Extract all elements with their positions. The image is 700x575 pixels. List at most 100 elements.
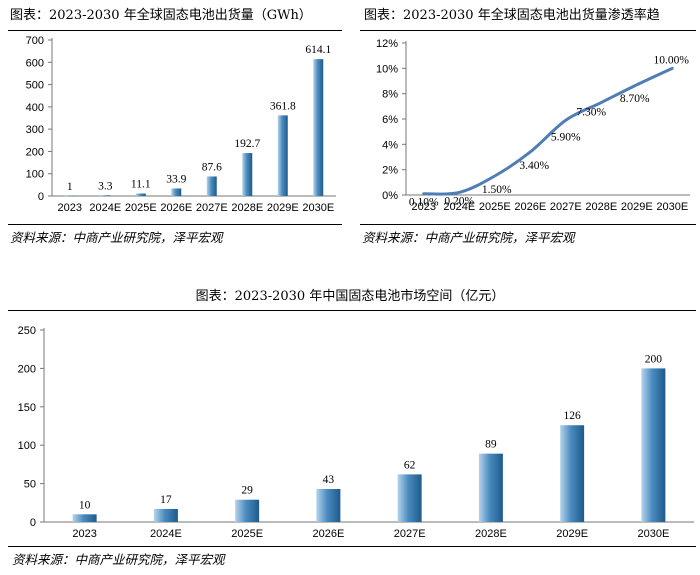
y-tick-label: 300 bbox=[26, 124, 44, 136]
y-tick-label: 200 bbox=[26, 146, 44, 158]
source-rule bbox=[8, 224, 342, 225]
y-tick-label: 4% bbox=[382, 139, 398, 151]
y-tick-label: 12% bbox=[376, 38, 398, 50]
title-rule bbox=[360, 30, 696, 31]
source-rule bbox=[360, 224, 696, 225]
data-label: 1.50% bbox=[482, 184, 512, 196]
bar-2023 bbox=[64, 195, 75, 197]
data-label: 192.7 bbox=[234, 138, 260, 150]
data-label: 200 bbox=[645, 353, 663, 365]
x-tick-label: 2027E bbox=[394, 528, 426, 540]
bar-2025E bbox=[235, 499, 260, 522]
bar-2027E bbox=[206, 176, 217, 196]
x-tick-label: 2024E bbox=[443, 201, 475, 213]
data-label: 1 bbox=[67, 181, 73, 193]
y-tick-label: 0% bbox=[382, 190, 398, 202]
data-label: 0.20% bbox=[444, 195, 474, 207]
data-label: 3.3 bbox=[98, 180, 113, 192]
data-label: 8.70% bbox=[620, 93, 650, 105]
x-tick-label: 2029E bbox=[621, 201, 653, 213]
data-label: 17 bbox=[160, 494, 172, 506]
y-tick-label: 10% bbox=[376, 63, 398, 75]
y-tick-label: 8% bbox=[382, 89, 398, 101]
bar-2024E bbox=[100, 195, 111, 196]
y-tick-label: 250 bbox=[18, 325, 36, 337]
data-label: 5.90% bbox=[551, 131, 581, 143]
title-rule bbox=[8, 310, 696, 311]
x-tick-label: 2029E bbox=[556, 528, 588, 540]
bar-2026E bbox=[316, 488, 341, 522]
chart-panel-penetration-rate: 图表：2023-2030 年全球固态电池出货量渗透率趋 0% 2% 4% 6% 8% 10… bbox=[360, 4, 696, 254]
source-rule bbox=[8, 546, 696, 547]
data-label: 10.00% bbox=[654, 54, 690, 66]
data-label: 361.8 bbox=[270, 100, 296, 112]
x-tick-label: 2028E bbox=[231, 202, 263, 214]
x-tick-label: 2023 bbox=[58, 202, 82, 214]
bar-2024E bbox=[153, 508, 178, 522]
x-tick-label: 2026E bbox=[312, 528, 344, 540]
bar-2028E bbox=[242, 153, 253, 196]
chart-title: 图表：2023-2030 年全球固态电池出货量（GWh） bbox=[10, 8, 312, 23]
x-tick-label: 2024E bbox=[89, 202, 121, 214]
data-label: 43 bbox=[323, 474, 335, 486]
x-tick-label: 2030E bbox=[637, 528, 669, 540]
x-tick-label: 2025E bbox=[231, 528, 263, 540]
chart-title: 图表：2023-2030 年全球固态电池出货量渗透率趋 bbox=[364, 8, 660, 23]
data-label: 10 bbox=[79, 499, 91, 511]
bar-2029E bbox=[560, 425, 585, 522]
data-label: 11.1 bbox=[131, 179, 151, 191]
x-tick-label: 2027E bbox=[196, 202, 228, 214]
x-tick-label: 2023 bbox=[72, 528, 96, 540]
bar-2029E bbox=[277, 115, 288, 196]
bar-2027E bbox=[397, 474, 422, 522]
source-note: 资料来源：中商产业研究院，泽平宏观 bbox=[362, 230, 575, 245]
x-tick-label: 2029E bbox=[267, 202, 299, 214]
x-tick-label: 2030E bbox=[656, 201, 688, 213]
data-label: 0.10% bbox=[409, 197, 439, 209]
x-tick-label: 2030E bbox=[302, 202, 334, 214]
bar-2026E bbox=[171, 188, 182, 196]
data-label: 62 bbox=[404, 459, 416, 471]
y-tick-label: 50 bbox=[24, 479, 36, 491]
data-label: 3.40% bbox=[519, 160, 549, 172]
x-tick-label: 2023 bbox=[412, 201, 436, 213]
data-label: 29 bbox=[241, 485, 253, 497]
x-tick-label: 2026E bbox=[160, 202, 192, 214]
chart-title: 图表：2023-2030 年中国固态电池市场空间（亿元） bbox=[195, 289, 505, 304]
data-label: 7.30% bbox=[576, 107, 606, 119]
series-line bbox=[422, 66, 674, 196]
y-tick-label: 100 bbox=[26, 169, 44, 181]
bar-2025E bbox=[135, 193, 146, 196]
y-tick-label: 0 bbox=[38, 191, 44, 203]
y-tick-label: 500 bbox=[26, 80, 44, 92]
data-label: 614.1 bbox=[305, 44, 331, 56]
bar-2030E bbox=[313, 59, 324, 196]
data-label: 126 bbox=[564, 410, 582, 422]
bar-2028E bbox=[478, 453, 503, 522]
x-tick-label: 2027E bbox=[550, 201, 582, 213]
y-tick-label: 0 bbox=[30, 517, 36, 529]
bar-2023 bbox=[72, 514, 97, 522]
bar-2030E bbox=[641, 368, 666, 522]
x-tick-label: 2026E bbox=[514, 201, 546, 213]
x-tick-label: 2028E bbox=[475, 528, 507, 540]
y-tick-label: 700 bbox=[26, 35, 44, 47]
y-tick-label: 6% bbox=[382, 114, 398, 126]
y-tick-label: 2% bbox=[382, 165, 398, 177]
data-label: 87.6 bbox=[202, 161, 222, 173]
data-label: 89 bbox=[485, 439, 497, 451]
chart-panel-global-shipments: 图表：2023-2030 年全球固态电池出货量（GWh） 0 100 200 300 4… bbox=[8, 4, 342, 254]
bar-chart-global-shipments: 0 100 200 300 400 500 600 700 1 2023 3.3 2024E 11.1 2… bbox=[26, 35, 336, 214]
y-tick-label: 100 bbox=[18, 440, 36, 452]
y-tick-label: 400 bbox=[26, 102, 44, 114]
chart-panel-china-market: 图表：2023-2030 年中国固态电池市场空间（亿元） 0 50 100 150 20… bbox=[0, 284, 700, 575]
y-tick-label: 200 bbox=[18, 363, 36, 375]
source-note: 资料来源：中商产业研究院，泽平宏观 bbox=[12, 552, 225, 567]
y-tick-label: 600 bbox=[26, 57, 44, 69]
source-note: 资料来源：中商产业研究院，泽平宏观 bbox=[10, 230, 223, 245]
line-chart-penetration-rate: 0% 2% 4% 6% 8% 10% 12% 2023 2024E 2025E 2026E 2027E… bbox=[376, 38, 690, 213]
x-tick-label: 2025E bbox=[125, 202, 157, 214]
title-rule bbox=[8, 30, 342, 31]
x-tick-label: 2024E bbox=[150, 528, 182, 540]
x-tick-label: 2028E bbox=[585, 201, 617, 213]
